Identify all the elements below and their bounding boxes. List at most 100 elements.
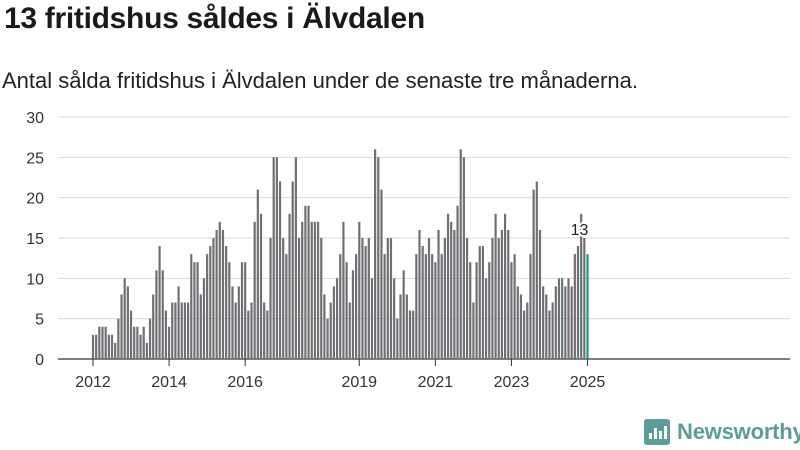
bar xyxy=(212,238,215,359)
bar xyxy=(177,286,180,359)
bar xyxy=(104,326,107,359)
bar xyxy=(405,294,408,359)
bar xyxy=(225,246,228,359)
bar xyxy=(196,262,199,359)
bar xyxy=(114,342,117,359)
y-tick-label: 25 xyxy=(26,150,44,167)
bar xyxy=(171,302,174,359)
bar xyxy=(259,213,263,359)
x-tick-label: 2014 xyxy=(151,374,187,391)
bar xyxy=(326,318,329,359)
bar xyxy=(351,270,355,359)
chart-subtitle: Antal sålda fritidshus i Älvdalen under … xyxy=(2,68,638,93)
bar xyxy=(570,286,573,359)
bar xyxy=(291,181,294,359)
bar xyxy=(523,310,526,359)
bar xyxy=(367,238,370,359)
bar xyxy=(396,318,399,359)
bar xyxy=(415,254,418,359)
bar xyxy=(437,229,440,359)
bar xyxy=(335,278,339,359)
bar xyxy=(269,238,272,359)
bar xyxy=(133,326,136,359)
bar xyxy=(231,286,234,359)
bar xyxy=(237,286,240,359)
bar xyxy=(402,270,405,359)
bar xyxy=(221,229,225,359)
bar xyxy=(507,229,510,359)
bar xyxy=(126,286,129,359)
x-tick-label: 2016 xyxy=(227,374,263,391)
bar xyxy=(564,286,567,359)
bar xyxy=(557,278,561,359)
bar xyxy=(145,342,148,359)
y-tick-label: 15 xyxy=(26,231,44,248)
bar xyxy=(202,278,206,359)
data-label-halo: 13 xyxy=(571,222,589,239)
bar xyxy=(377,157,380,359)
bar xyxy=(190,254,193,359)
bar xyxy=(450,221,453,359)
bar xyxy=(393,278,396,359)
bar xyxy=(500,229,504,359)
bar xyxy=(348,302,351,359)
bar xyxy=(129,310,133,359)
bar xyxy=(263,302,266,359)
bar xyxy=(459,149,462,359)
bar xyxy=(427,238,431,359)
bar xyxy=(374,149,377,359)
bar xyxy=(117,318,120,359)
bar xyxy=(142,326,145,359)
newsworthy-logo[interactable]: Newsworthy xyxy=(644,419,800,445)
bar xyxy=(110,334,114,359)
bar xyxy=(497,238,500,359)
bar xyxy=(475,262,478,359)
bar xyxy=(567,278,570,359)
bar xyxy=(399,294,402,359)
bar xyxy=(256,189,259,359)
chart-title: 13 fritidshus såldes i Älvdalen xyxy=(4,2,425,35)
y-tick-label: 30 xyxy=(26,110,44,127)
bar xyxy=(247,310,250,359)
bar xyxy=(98,326,101,359)
x-tick-label: 2021 xyxy=(418,374,454,391)
bar xyxy=(288,213,291,359)
bar xyxy=(250,302,253,359)
bar xyxy=(167,326,171,359)
bar xyxy=(421,246,424,359)
bar xyxy=(488,262,491,359)
newsworthy-logo-text: Newsworthy xyxy=(677,419,800,444)
bar xyxy=(228,262,231,359)
bar xyxy=(294,157,297,359)
bar xyxy=(548,310,551,359)
bar xyxy=(234,302,237,359)
x-tick-label: 2012 xyxy=(75,374,111,391)
bar xyxy=(519,294,523,359)
bar xyxy=(107,334,110,359)
bar xyxy=(580,213,583,359)
bar xyxy=(446,213,450,359)
bar xyxy=(434,262,437,359)
x-tick-label: 2025 xyxy=(570,374,606,391)
y-tick-label: 5 xyxy=(35,312,44,329)
bar xyxy=(272,157,275,359)
bar xyxy=(342,221,345,359)
bar xyxy=(358,221,361,359)
bar xyxy=(465,238,469,359)
bar xyxy=(443,238,446,359)
bar xyxy=(310,221,313,359)
bar xyxy=(389,238,393,359)
bar xyxy=(431,254,434,359)
bar xyxy=(218,221,221,359)
bar xyxy=(95,334,98,359)
bar xyxy=(285,254,288,359)
bar xyxy=(164,310,168,359)
bar xyxy=(215,229,218,359)
bar xyxy=(456,205,459,359)
bar xyxy=(139,334,142,359)
bar xyxy=(101,326,104,359)
bar xyxy=(345,262,348,359)
bar xyxy=(380,189,383,359)
bar xyxy=(551,302,554,359)
bar xyxy=(313,221,316,359)
